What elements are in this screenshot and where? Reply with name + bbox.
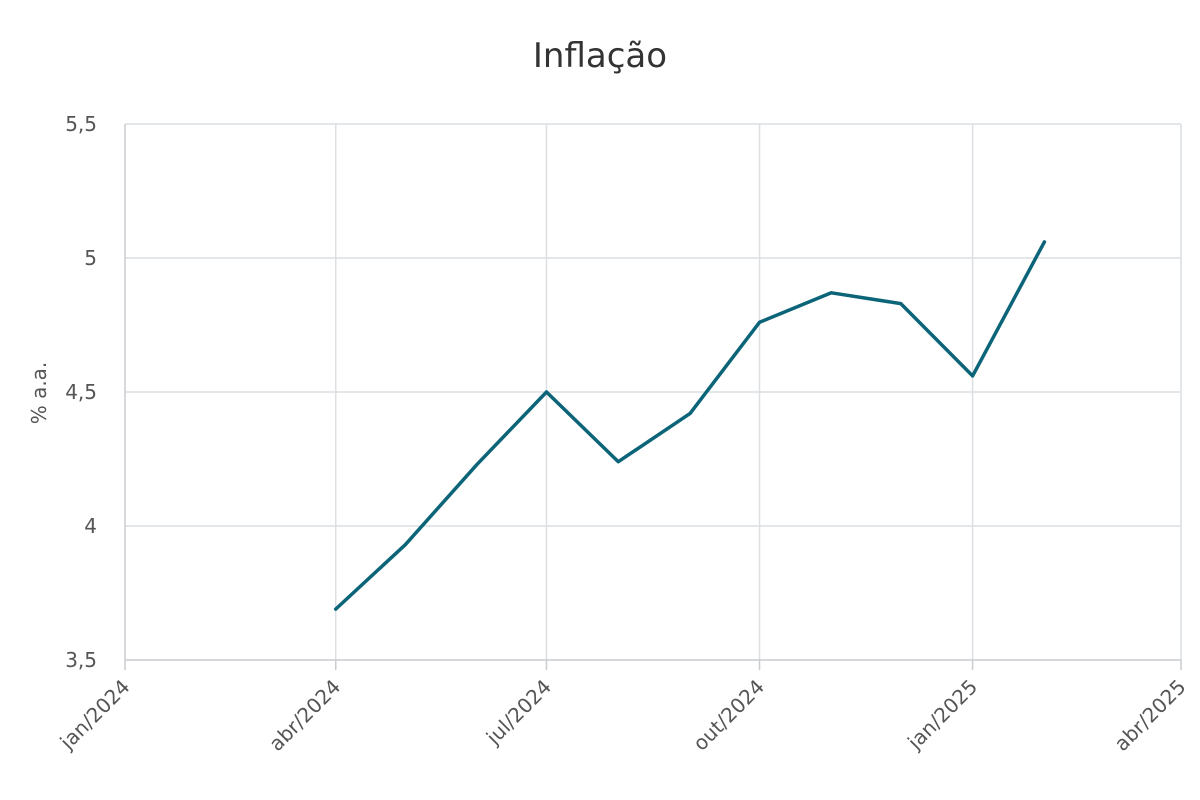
data-point xyxy=(475,462,479,466)
data-point xyxy=(758,320,762,324)
data-point xyxy=(616,460,620,464)
series xyxy=(333,240,1047,611)
x-tick-label: out/2024 xyxy=(688,675,769,756)
data-point xyxy=(544,390,548,394)
y-tick-label: 3,5 xyxy=(65,648,97,672)
x-tick-label: abr/2024 xyxy=(264,675,345,756)
axes xyxy=(124,124,1182,670)
data-point xyxy=(899,302,903,306)
data-point xyxy=(403,543,407,547)
x-tick-label: jan/2025 xyxy=(902,675,982,755)
x-tick-label: jan/2024 xyxy=(55,675,135,755)
x-tick-label: abr/2025 xyxy=(1109,675,1190,756)
data-point xyxy=(829,291,833,295)
data-point xyxy=(688,411,692,415)
x-tick-label: jul/2024 xyxy=(481,675,556,750)
y-tick-label: 5 xyxy=(84,246,97,270)
y-tick-label: 4 xyxy=(84,514,97,538)
y-axis-title: % a.a. xyxy=(27,362,51,425)
tick-labels: 3,5 4 4,5 5 5,5 jan/2024 abr/2024 jul/2024 out/2… xyxy=(55,112,1191,756)
y-tick-label: 5,5 xyxy=(65,112,97,136)
data-point xyxy=(971,374,975,378)
data-point xyxy=(334,607,338,611)
grid xyxy=(125,123,1182,660)
y-tick-label: 4,5 xyxy=(65,380,97,404)
data-point xyxy=(1042,240,1046,244)
chart-title: Inflação xyxy=(533,36,667,76)
series-line xyxy=(333,240,1047,611)
